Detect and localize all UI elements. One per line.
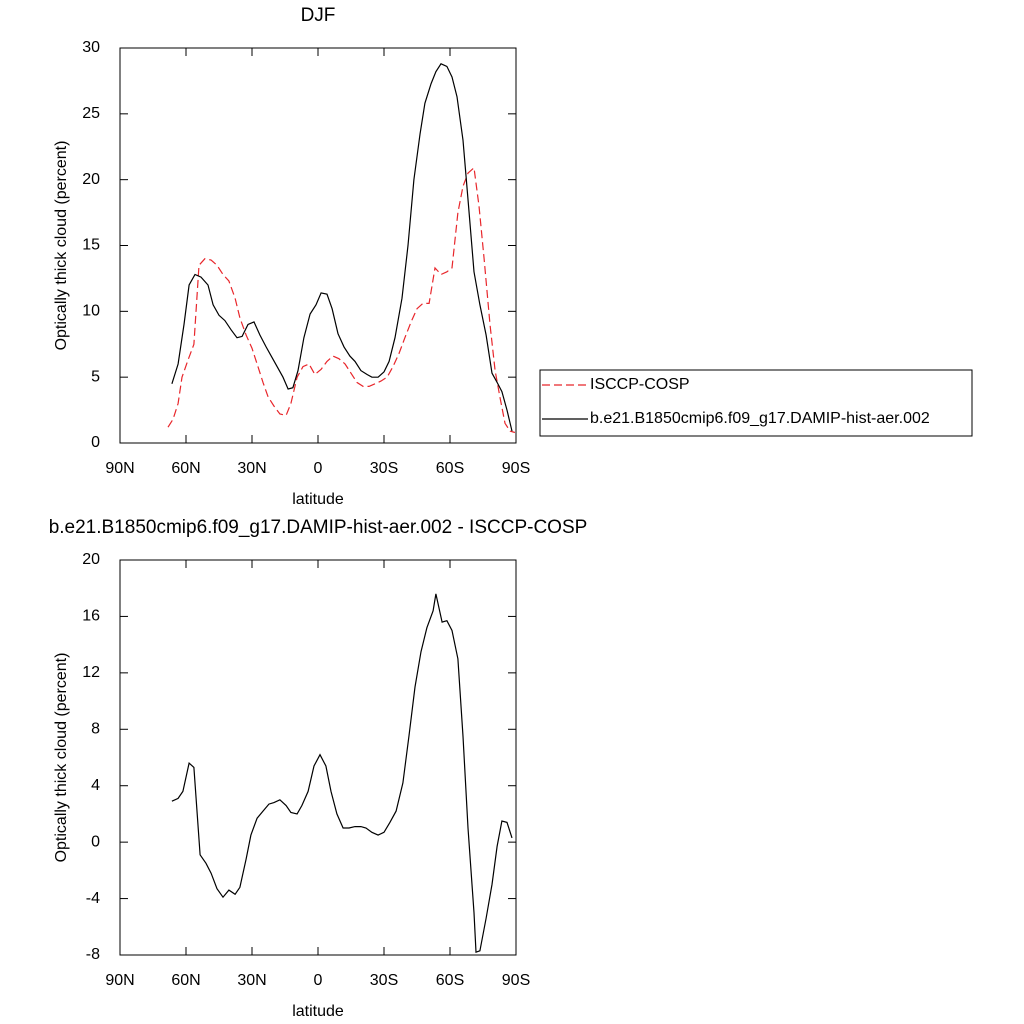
y-tick-label: 15 xyxy=(82,237,100,254)
line-series xyxy=(171,593,513,954)
y-tick-label: -8 xyxy=(86,946,100,963)
x-tick-label: 60S xyxy=(436,460,464,477)
x-tick-label: 90N xyxy=(105,972,134,989)
y-tick-label: 20 xyxy=(82,551,100,568)
y-tick-label: 12 xyxy=(82,664,100,681)
chart-title: DJF xyxy=(301,5,336,26)
x-tick-label: 60S xyxy=(436,972,464,989)
x-tick-label: 90S xyxy=(502,972,530,989)
y-tick-label: -4 xyxy=(86,890,100,907)
y-tick-label: 20 xyxy=(82,171,100,188)
x-axis-label: latitude xyxy=(292,491,344,508)
x-tick-label: 30S xyxy=(370,460,398,477)
x-tick-label: 60N xyxy=(171,972,200,989)
y-axis-label: Optically thick cloud (percent) xyxy=(53,141,70,351)
x-tick-label: 60N xyxy=(171,460,200,477)
plot-frame xyxy=(119,47,517,444)
x-tick-label: 0 xyxy=(314,972,323,989)
plot-frame xyxy=(119,559,517,956)
legend-box xyxy=(539,369,973,437)
chart-title: b.e21.B1850cmip6.f09_g17.DAMIP-hist-aer.… xyxy=(49,517,588,538)
y-tick-label: 5 xyxy=(91,368,100,385)
y-tick-label: 0 xyxy=(91,434,100,451)
y-tick-label: 30 xyxy=(82,39,100,56)
y-axis-label: Optically thick cloud (percent) xyxy=(53,653,70,863)
line-series xyxy=(167,166,516,434)
x-tick-label: 0 xyxy=(314,460,323,477)
y-tick-label: 16 xyxy=(82,608,100,625)
legend-label: ISCCP-COSP xyxy=(590,376,690,393)
y-tick-label: 8 xyxy=(91,721,100,738)
x-tick-label: 30N xyxy=(237,460,266,477)
x-tick-label: 30S xyxy=(370,972,398,989)
line-series xyxy=(171,63,513,432)
y-tick-label: 4 xyxy=(91,777,100,794)
x-tick-label: 30N xyxy=(237,972,266,989)
x-axis-label: latitude xyxy=(292,1003,344,1020)
x-tick-label: 90N xyxy=(105,460,134,477)
x-tick-label: 90S xyxy=(502,460,530,477)
y-tick-label: 10 xyxy=(82,303,100,320)
y-tick-label: 0 xyxy=(91,833,100,850)
legend-label: b.e21.B1850cmip6.f09_g17.DAMIP-hist-aer.… xyxy=(590,410,930,427)
y-tick-label: 25 xyxy=(82,105,100,122)
